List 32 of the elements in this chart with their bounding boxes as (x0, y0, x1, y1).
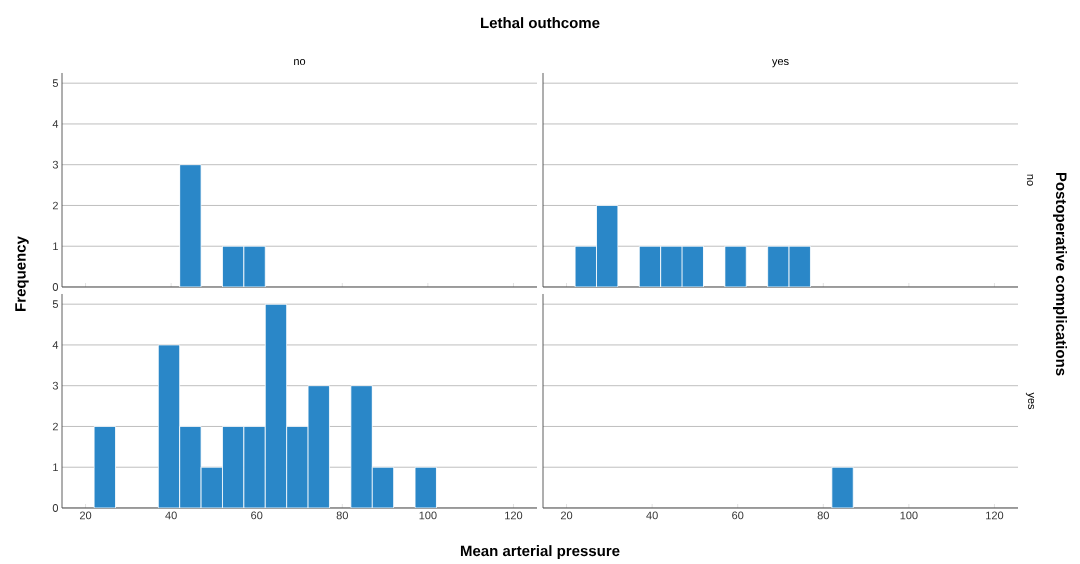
x-tick-label: 40 (646, 511, 658, 520)
y-tick-label: 3 (52, 381, 58, 390)
x-tick-label: 80 (817, 511, 829, 520)
y-tick-label: 2 (52, 422, 58, 431)
y-tick-label: 4 (52, 120, 59, 128)
chart-title: yes (771, 59, 789, 68)
x-tick-label: 120 (986, 511, 1004, 520)
y-tick-label: 1 (53, 463, 58, 472)
x-tick-label: 100 (419, 511, 437, 520)
x-tick-label: 100 (900, 511, 918, 520)
y2-axis-title: yes (1025, 392, 1035, 410)
y-axis-title: Frequency (15, 236, 29, 311)
y-tick-label: 0 (52, 504, 59, 512)
y-tick-label: 3 (52, 160, 58, 169)
y-tick-label: 0 (52, 283, 59, 291)
y-tick-label: 5 (52, 300, 58, 309)
y-tick-label: 4 (52, 341, 59, 349)
y2-axis-title: no (1026, 174, 1034, 186)
y-tick-label: 1 (53, 242, 58, 251)
text: Postoperative complications (1053, 172, 1067, 376)
x-tick-label: 60 (251, 511, 263, 520)
x-tick-label: 120 (505, 511, 523, 520)
x-tick-label: 60 (732, 511, 744, 520)
x-axis-title: Mean arterial pressure (460, 545, 620, 560)
x-tick-label: 20 (79, 511, 92, 520)
text: Lethal outhcome (481, 17, 600, 29)
chart-title: no (294, 59, 306, 66)
x-tick-label: 20 (560, 511, 573, 520)
x-tick-label: 40 (165, 511, 177, 520)
x-tick-label: 80 (336, 511, 348, 520)
y-tick-label: 5 (52, 79, 58, 88)
y-tick-label: 2 (52, 201, 58, 210)
